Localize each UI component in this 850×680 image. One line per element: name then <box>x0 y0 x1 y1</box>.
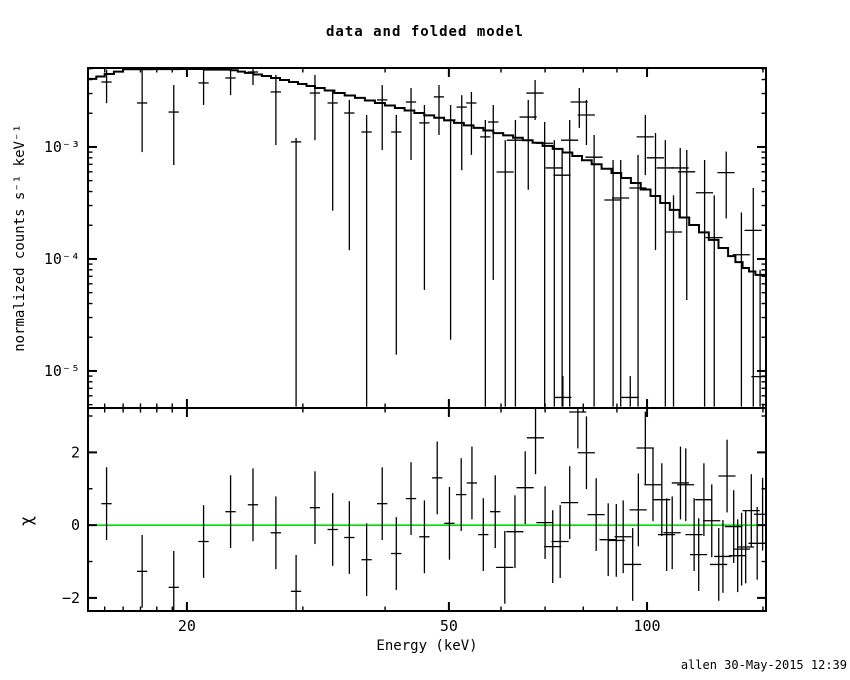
top-panel-border <box>87 67 767 409</box>
y-axis-label-chi: χ <box>17 516 37 526</box>
y-tick-label: 10⁻⁴ <box>44 250 80 268</box>
chi-residuals-group <box>101 408 766 611</box>
chi-tick-label: 2 <box>71 443 80 461</box>
tick-labels: 20 50 100 10⁻³ 10⁻⁴ 10⁻⁵ −2 0 2 <box>44 138 661 635</box>
chi-tick-label: 0 <box>71 516 80 534</box>
footer-timestamp: allen 30-May-2015 12:39 <box>681 658 847 672</box>
bottom-panel-border <box>87 407 767 612</box>
x-tick-label: 50 <box>440 617 458 635</box>
x-tick-label: 100 <box>634 617 661 635</box>
y-tick-label: 10⁻⁵ <box>44 362 80 380</box>
y-tick-label: 10⁻³ <box>44 138 80 156</box>
x-axis-label: Energy (keV) <box>376 638 477 654</box>
axes-frame <box>87 67 767 612</box>
model-histogram <box>88 68 766 276</box>
y-axis-label-counts: normalized counts s⁻¹ keV⁻¹ <box>12 124 28 352</box>
chi-tick-label: −2 <box>62 589 80 607</box>
folded-model-line <box>88 68 766 276</box>
plot-title: data and folded model <box>326 24 524 40</box>
x-tick-label: 20 <box>178 617 196 635</box>
data-points-group <box>101 68 766 407</box>
